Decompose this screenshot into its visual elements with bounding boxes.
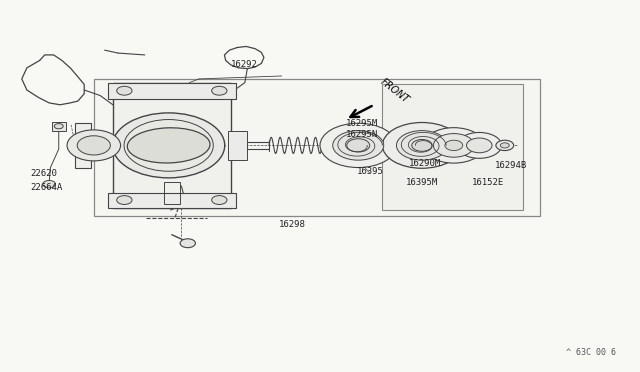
Circle shape (320, 123, 396, 167)
Circle shape (212, 86, 227, 95)
Circle shape (113, 113, 225, 178)
Text: 22620: 22620 (30, 169, 57, 177)
Text: 16290M: 16290M (409, 159, 442, 169)
Circle shape (212, 196, 227, 205)
Circle shape (67, 130, 120, 161)
Circle shape (396, 131, 447, 160)
Bar (94, 79, 540, 215)
Circle shape (423, 128, 484, 163)
Bar (75, 123, 91, 167)
Bar (164, 182, 180, 205)
Circle shape (43, 180, 56, 188)
Text: 22664A: 22664A (30, 183, 62, 192)
Circle shape (333, 131, 384, 160)
Circle shape (433, 134, 474, 157)
Text: 16294B: 16294B (495, 161, 527, 170)
Text: 16292: 16292 (231, 60, 258, 69)
Circle shape (116, 196, 132, 205)
Circle shape (445, 140, 463, 151)
Circle shape (496, 140, 514, 151)
Ellipse shape (127, 128, 210, 163)
Bar (52, 122, 66, 131)
Text: 16295N: 16295N (346, 130, 378, 139)
Text: 16298: 16298 (278, 220, 305, 229)
Circle shape (116, 86, 132, 95)
Text: 16395: 16395 (357, 167, 384, 176)
Circle shape (77, 136, 110, 155)
Circle shape (54, 124, 63, 129)
Bar (228, 131, 246, 160)
Text: 16295M: 16295M (346, 119, 378, 128)
Circle shape (457, 132, 502, 158)
Bar (108, 83, 236, 99)
Circle shape (180, 239, 195, 248)
Circle shape (347, 139, 370, 152)
Circle shape (412, 140, 432, 151)
Bar (113, 83, 231, 208)
Circle shape (467, 138, 492, 153)
Text: ^ 63C 00 6: ^ 63C 00 6 (566, 347, 616, 357)
Bar (383, 84, 523, 210)
Circle shape (500, 143, 509, 148)
Bar (108, 193, 236, 208)
Text: 16395M: 16395M (406, 178, 438, 187)
Text: FRONT: FRONT (379, 77, 411, 106)
Circle shape (383, 122, 461, 168)
Text: 16152E: 16152E (472, 178, 504, 187)
